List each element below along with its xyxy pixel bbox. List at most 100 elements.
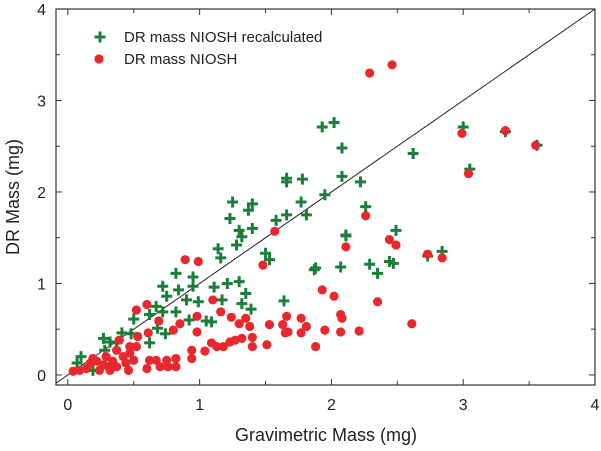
data-point-recalculated [308, 264, 320, 276]
data-point-recalculated [336, 170, 348, 182]
x-tick-label: 1 [195, 397, 204, 414]
data-point-niosh [270, 226, 280, 236]
data-point-recalculated [157, 306, 169, 318]
y-tick-label: 3 [37, 93, 46, 110]
data-point-niosh [361, 211, 371, 221]
data-point-recalculated [316, 121, 328, 133]
data-point-niosh [320, 325, 330, 335]
data-point-niosh [387, 60, 397, 70]
data-point-recalculated [206, 316, 218, 328]
data-point-niosh [125, 341, 135, 352]
data-point-niosh [208, 295, 218, 305]
data-point-recalculated [128, 313, 140, 325]
data-point-recalculated [161, 290, 173, 302]
data-point-niosh [282, 311, 292, 321]
data-point-niosh [114, 335, 124, 345]
data-point-niosh [133, 331, 143, 342]
data-point-recalculated [215, 252, 227, 264]
y-tick-label: 1 [37, 276, 46, 293]
data-point-recalculated [240, 288, 252, 300]
data-point-niosh [218, 341, 228, 352]
data-point-recalculated [227, 196, 239, 208]
data-point-niosh [131, 305, 141, 315]
data-point-niosh [193, 256, 203, 267]
data-point-recalculated [144, 337, 156, 349]
data-point-recalculated [295, 196, 307, 208]
data-point-recalculated [192, 296, 204, 308]
data-point-recalculated [260, 247, 272, 259]
data-point-recalculated [212, 243, 224, 255]
y-tick-label: 2 [37, 185, 46, 202]
data-point-niosh [258, 260, 268, 270]
y-tick-label: 4 [37, 2, 46, 19]
data-point-niosh [372, 297, 383, 307]
data-point-niosh [365, 68, 375, 78]
y-tick-label: 0 [37, 368, 46, 385]
data-point-niosh [457, 128, 467, 139]
data-point-niosh [226, 312, 236, 322]
plus-marker-icon [94, 31, 106, 43]
data-point-niosh [247, 341, 257, 352]
data-point-niosh [437, 253, 447, 263]
data-point-niosh [500, 126, 510, 136]
data-point-recalculated [246, 198, 258, 210]
data-point-niosh [154, 316, 164, 326]
data-point-recalculated [335, 261, 347, 273]
data-point-niosh [192, 327, 202, 337]
data-point-niosh [129, 355, 139, 365]
data-point-niosh [187, 345, 197, 355]
data-point-recalculated [328, 116, 340, 128]
data-point-niosh [171, 353, 181, 364]
data-point-recalculated [221, 277, 233, 289]
data-point-niosh [225, 337, 235, 347]
data-point-recalculated [270, 214, 282, 226]
data-point-recalculated [157, 280, 169, 292]
data-point-recalculated [278, 295, 290, 307]
data-point-niosh [94, 365, 105, 375]
data-point-niosh [142, 299, 152, 310]
data-point-recalculated [372, 267, 384, 279]
data-point-recalculated [170, 306, 182, 318]
data-point-recalculated [236, 298, 248, 310]
legend-marker-recalculated [94, 31, 106, 43]
data-point-recalculated [75, 351, 87, 363]
data-point-niosh [142, 363, 152, 374]
data-point-niosh [155, 362, 165, 372]
data-point-niosh [354, 326, 364, 336]
data-point-niosh [301, 321, 311, 332]
data-point-niosh [187, 353, 197, 364]
data-point-recalculated [354, 176, 366, 188]
data-point-niosh [121, 358, 131, 368]
data-point-niosh [384, 234, 395, 245]
plot-frame [55, 8, 596, 386]
data-point-recalculated [245, 303, 257, 315]
data-point-niosh [264, 320, 275, 330]
data-point-recalculated [97, 332, 109, 344]
data-point-niosh [337, 313, 347, 323]
data-point-niosh [171, 362, 181, 372]
data-point-recalculated [242, 204, 254, 216]
data-point-recalculated [236, 231, 248, 243]
data-point-niosh [241, 313, 251, 323]
data-point-niosh [131, 341, 141, 352]
x-tick-label: 3 [459, 397, 468, 414]
data-point-niosh [341, 242, 351, 252]
data-point-recalculated [231, 239, 243, 251]
data-point-niosh [168, 325, 178, 335]
data-point-niosh [192, 311, 202, 321]
data-point-niosh [234, 319, 244, 329]
data-point-niosh [216, 307, 226, 317]
data-point-niosh [101, 352, 111, 362]
data-point-recalculated [144, 309, 156, 321]
data-point-recalculated [281, 172, 293, 184]
data-point-niosh [123, 365, 134, 375]
data-point-recalculated [233, 224, 245, 236]
data-point-recalculated [340, 230, 352, 242]
data-point-recalculated [173, 284, 185, 296]
data-point-niosh [336, 327, 346, 337]
data-point-recalculated [263, 254, 275, 266]
data-point-niosh [200, 346, 210, 356]
data-point-niosh [68, 366, 78, 376]
circle-marker-icon [94, 54, 104, 64]
data-point-recalculated [208, 281, 220, 293]
